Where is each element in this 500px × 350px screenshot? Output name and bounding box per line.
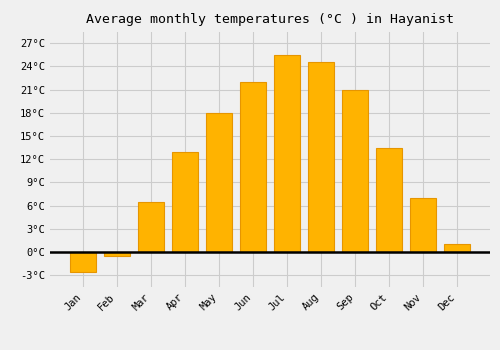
Bar xyxy=(70,252,96,272)
Bar xyxy=(274,55,300,252)
Bar xyxy=(342,90,368,252)
Bar xyxy=(376,148,402,252)
Bar xyxy=(138,202,164,252)
Bar xyxy=(444,244,470,252)
Bar xyxy=(206,113,232,252)
Bar xyxy=(410,198,436,252)
Bar xyxy=(104,252,130,256)
Bar xyxy=(240,82,266,252)
Bar xyxy=(308,62,334,252)
Title: Average monthly temperatures (°C ) in Hayanist: Average monthly temperatures (°C ) in Ha… xyxy=(86,13,454,26)
Bar xyxy=(172,152,198,252)
